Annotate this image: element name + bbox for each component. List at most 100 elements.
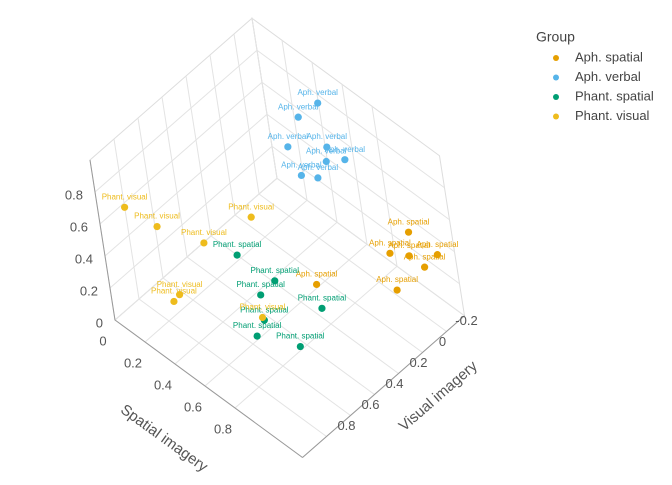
- point-label: Phant. visual: [228, 202, 274, 211]
- grid-line: [210, 235, 399, 374]
- x-tick-label: -0.2: [455, 313, 477, 328]
- grid-line: [233, 33, 260, 195]
- x-tick-label: 0.6: [361, 397, 379, 412]
- x-tick-label: 0.4: [385, 376, 403, 391]
- point-label: Phant. visual: [157, 280, 203, 289]
- legend-label[interactable]: Phant. visual: [575, 108, 650, 123]
- point: [233, 251, 241, 259]
- point: [258, 313, 267, 322]
- grid-line: [99, 81, 263, 225]
- y-tick-label: 0: [99, 333, 106, 348]
- x-tick-label: 0.8: [337, 418, 355, 433]
- point: [433, 251, 441, 259]
- point-label: Phant. spatial: [240, 305, 289, 314]
- point-label: Aph. spatial: [388, 241, 430, 250]
- point: [257, 291, 265, 299]
- grid-line: [311, 62, 338, 223]
- point: [393, 286, 401, 294]
- point: [313, 280, 321, 289]
- grid-line: [204, 243, 368, 387]
- point: [405, 252, 413, 260]
- point-label: Aph. spatial: [416, 240, 458, 249]
- point-label: Aph. spatial: [404, 252, 446, 261]
- grid-line: [109, 145, 273, 289]
- point-label: Phant. spatial: [236, 280, 285, 289]
- point-label: Aph. verbal: [307, 132, 348, 141]
- legend-label[interactable]: Phant. spatial: [575, 88, 654, 103]
- grid-line: [341, 84, 368, 245]
- z-tick-label: 0.2: [80, 283, 98, 298]
- grid-line: [261, 81, 450, 221]
- point-label: Aph. spatial: [296, 270, 338, 279]
- grid-line: [186, 256, 375, 395]
- legend-marker[interactable]: [553, 113, 559, 120]
- legend-marker[interactable]: [553, 94, 559, 100]
- point: [294, 113, 302, 121]
- legend-marker[interactable]: [553, 74, 559, 81]
- grid-line: [174, 221, 338, 365]
- z-tick-label: 0.4: [75, 251, 93, 266]
- point-label: Phant. spatial: [213, 240, 262, 249]
- axis-line: [89, 159, 116, 321]
- point: [121, 203, 129, 211]
- grid-line: [266, 113, 455, 253]
- point: [271, 277, 279, 285]
- axis-line: [114, 319, 303, 458]
- point-label: Aph. verbal: [325, 145, 366, 154]
- grid-line: [271, 145, 460, 285]
- point-label: Phant. spatial: [251, 266, 300, 275]
- point: [253, 332, 261, 340]
- point: [297, 171, 305, 180]
- y-tick-label: 0.8: [214, 421, 232, 436]
- legend-title: Group: [536, 29, 575, 45]
- grid-line: [113, 138, 140, 300]
- point: [421, 263, 429, 271]
- point: [318, 304, 326, 312]
- legend-marker[interactable]: [553, 55, 559, 61]
- point: [386, 249, 394, 257]
- point: [341, 156, 349, 164]
- point-label: Phant. spatial: [298, 293, 347, 302]
- point-label: Aph. verbal: [281, 161, 322, 170]
- grid-line: [371, 106, 398, 267]
- grid-line: [234, 214, 423, 353]
- grid-line: [138, 298, 327, 437]
- point: [296, 342, 304, 351]
- grid-line: [256, 49, 445, 189]
- x-tick-label: 0.2: [409, 355, 427, 370]
- point: [170, 297, 178, 306]
- legend-label[interactable]: Aph. verbal: [575, 69, 641, 84]
- grid-line: [94, 49, 258, 193]
- grid-line: [234, 265, 398, 409]
- grid-line: [276, 177, 465, 317]
- point-label: Aph. verbal: [306, 147, 347, 156]
- point: [153, 223, 161, 231]
- point-label: Aph. spatial: [388, 217, 430, 226]
- grid-line: [144, 199, 308, 343]
- y-tick-label: 0.2: [124, 355, 142, 370]
- legend-label[interactable]: Aph. spatial: [575, 49, 643, 64]
- point: [176, 291, 184, 299]
- point-label: Aph. verbal: [278, 102, 319, 111]
- grid-line: [137, 117, 164, 279]
- grid-line: [161, 96, 188, 258]
- point: [284, 143, 292, 151]
- point: [404, 228, 413, 236]
- axis-line: [302, 315, 465, 458]
- x-tick-label: 0: [439, 334, 446, 349]
- grid-line: [104, 113, 268, 257]
- point-label: Phant. visual: [240, 303, 286, 312]
- y-tick-label: 0.6: [184, 399, 202, 414]
- point-label: Phant. visual: [134, 212, 180, 221]
- y-tick-label: 0.4: [154, 377, 172, 392]
- point-label: Phant. visual: [102, 192, 148, 201]
- point-label: Phant. spatial: [276, 332, 325, 341]
- point-label: Aph. verbal: [298, 163, 339, 172]
- grid-line: [114, 177, 278, 321]
- z-tick-label: 0: [96, 315, 103, 330]
- point-label: Aph. verbal: [268, 132, 309, 141]
- point: [200, 239, 208, 247]
